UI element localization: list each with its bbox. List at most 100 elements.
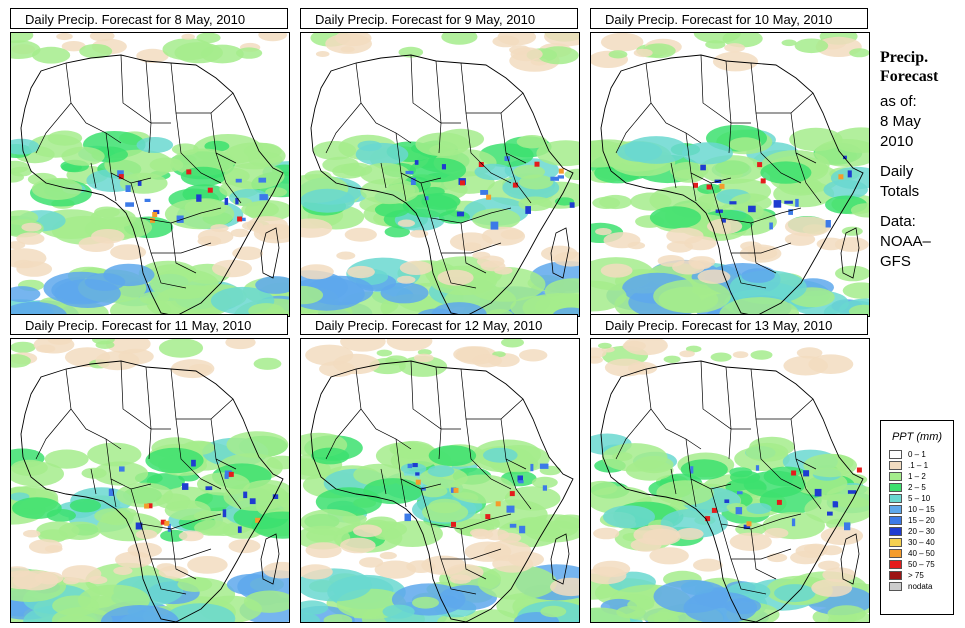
legend-item: 15 – 20 (889, 515, 953, 526)
country-border (645, 62, 702, 144)
precip-cell (838, 174, 844, 180)
country-border (645, 368, 702, 450)
country-border (65, 62, 122, 144)
legend-label: 20 – 30 (908, 527, 935, 536)
precip-cell (255, 517, 261, 523)
precip-cell (729, 201, 737, 205)
precip-area (415, 132, 470, 157)
precip-area (803, 453, 857, 478)
precip-cell (519, 525, 526, 534)
country-border (150, 252, 187, 289)
precip-area (11, 341, 36, 353)
precip-cell (191, 459, 196, 467)
precip-cell (237, 526, 242, 533)
precip-area (672, 260, 705, 275)
country-border (750, 62, 814, 114)
precip-cell (784, 200, 793, 204)
country-border (215, 152, 242, 204)
precip-area (850, 203, 869, 218)
precip-cell (517, 475, 523, 482)
precip-area (501, 339, 524, 348)
precip-map (10, 32, 290, 317)
country-border (410, 360, 461, 430)
precip-cell (456, 211, 465, 217)
precip-area (88, 575, 108, 585)
precip-area (178, 530, 204, 542)
precip-cell (743, 524, 751, 530)
data-source-line1: NOAA– (880, 233, 931, 250)
precip-cell (405, 170, 414, 175)
precip-cell (135, 522, 143, 530)
precip-cell (509, 491, 515, 497)
precip-area (550, 577, 579, 597)
precip-area (462, 609, 520, 622)
precip-area (92, 461, 149, 486)
precip-cell (224, 470, 232, 478)
precip-area (194, 520, 231, 536)
precip-cell (856, 467, 862, 473)
precip-area (12, 497, 62, 519)
precip-area (253, 357, 282, 370)
coastline (600, 54, 864, 316)
precip-area (174, 42, 223, 64)
precip-area (666, 241, 694, 253)
country-border (750, 368, 814, 420)
asof-date: 8 May (880, 113, 921, 130)
precip-area (333, 353, 380, 375)
sidebar-info: Precip. Forecast as of: 8 May 2010 Daily… (880, 48, 965, 272)
precip-area (409, 157, 467, 183)
legend-item: 40 – 50 (889, 548, 953, 559)
precip-area (630, 192, 672, 211)
precip-area (710, 352, 732, 362)
precip-cell (404, 513, 411, 522)
precip-area (11, 354, 31, 368)
precip-area (87, 442, 142, 467)
madagascar-outline (550, 533, 570, 585)
precip-cell (272, 494, 279, 499)
precip-cell (791, 470, 797, 476)
precip-area (376, 349, 393, 357)
precip-area (834, 237, 869, 252)
precip-area (382, 604, 415, 619)
legend-label: 30 – 40 (908, 538, 935, 547)
country-border (145, 60, 152, 154)
precip-cell (722, 218, 726, 223)
country-border (145, 366, 152, 460)
precip-area (78, 236, 114, 252)
precip-area (243, 590, 289, 613)
precip-area (225, 339, 256, 350)
precip-area (835, 265, 869, 282)
precip-area (384, 226, 410, 238)
madagascar-outline (550, 227, 570, 279)
precip-area (311, 447, 350, 465)
precip-area (210, 224, 229, 233)
country-border (700, 54, 751, 124)
precip-cell (558, 168, 564, 174)
africa-map-graphic (301, 339, 579, 622)
country-border (730, 558, 767, 595)
precip-area (849, 48, 869, 58)
asof-label: as of: (880, 93, 917, 110)
precip-area (470, 528, 489, 537)
precip-map (300, 32, 580, 317)
precip-area (508, 551, 544, 568)
precip-area (601, 443, 668, 472)
legend-item: 20 – 30 (889, 526, 953, 537)
legend-label: 1 – 2 (908, 472, 926, 481)
precip-area (739, 244, 782, 263)
precip-cell (421, 487, 426, 491)
country-border (755, 418, 802, 490)
precip-area (380, 282, 429, 304)
precip-cell (690, 466, 694, 474)
precip-area (719, 297, 800, 316)
precip-cell (525, 206, 531, 214)
legend-swatch (889, 494, 902, 503)
precip-area (510, 47, 543, 62)
precip-cell (705, 516, 711, 522)
precip-area (608, 50, 628, 59)
sidebar-heading-line2: Forecast (880, 68, 939, 85)
precip-cell (550, 176, 559, 181)
country-border (355, 62, 412, 144)
legend-title: PPT (mm) (891, 431, 943, 443)
precip-area (471, 354, 503, 368)
